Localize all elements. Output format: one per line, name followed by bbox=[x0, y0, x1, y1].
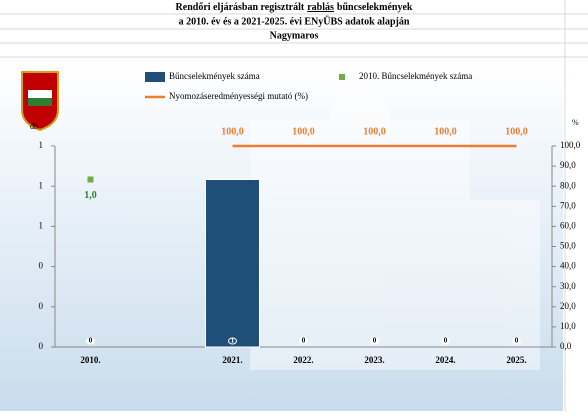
y2-tick-label: 60,0 bbox=[560, 220, 576, 230]
line-label: 100,0 bbox=[292, 126, 315, 137]
y-tick-label: 1 bbox=[39, 140, 44, 150]
y2-tick-label: 20,0 bbox=[560, 301, 576, 311]
bar-label: 0 bbox=[89, 337, 93, 345]
legend-label: Nyomozáseredményességi mutató (%) bbox=[169, 91, 308, 101]
y-tick-label: 0 bbox=[39, 301, 44, 311]
y2-tick-label: 40,0 bbox=[560, 261, 576, 271]
y-tick-label: 0 bbox=[39, 261, 44, 271]
x-tick-label: 2023. bbox=[364, 355, 384, 365]
legend-label: 2010. Bűncselekmények száma bbox=[359, 71, 472, 81]
y-tick-label: 0 bbox=[39, 341, 44, 351]
bar-label: 0 bbox=[302, 337, 306, 345]
point bbox=[88, 177, 94, 183]
title-part: Rendőri eljárásban regisztrált bbox=[176, 2, 305, 13]
title-part: rablás bbox=[307, 2, 334, 13]
bar-label: 0 bbox=[373, 337, 377, 345]
location: Nagymaros bbox=[270, 30, 319, 41]
chart-subtitle: a 2010. év és a 2021-2025. évi ENyÜBS ad… bbox=[179, 14, 410, 27]
legend-swatch bbox=[339, 74, 345, 80]
bar-label: 1 bbox=[231, 337, 235, 345]
y2-tick-label: 30,0 bbox=[560, 281, 576, 291]
legend-swatch bbox=[145, 72, 165, 82]
legend-label: Bűncselekmények száma bbox=[169, 71, 260, 81]
page: Rendőri eljárásban regisztráltrablásbűnc… bbox=[0, 0, 588, 416]
line-label: 100,0 bbox=[434, 126, 457, 137]
y2-tick-label: 0,0 bbox=[560, 341, 572, 351]
x-tick-label: 2024. bbox=[435, 355, 455, 365]
x-tick-label: 2010. bbox=[80, 355, 100, 365]
x-tick-label: 2021. bbox=[222, 355, 242, 365]
line-label: 100,0 bbox=[221, 126, 244, 137]
chart: Rendőri eljárásban regisztráltrablásbűnc… bbox=[0, 0, 588, 411]
y-axis-title: db bbox=[30, 122, 38, 131]
line-label: 100,0 bbox=[363, 126, 386, 137]
y2-tick-label: 90,0 bbox=[560, 160, 576, 170]
y2-tick-label: 10,0 bbox=[560, 321, 576, 331]
y-tick-label: 1 bbox=[39, 180, 44, 190]
x-tick-label: 2025. bbox=[506, 355, 526, 365]
police-logo bbox=[22, 72, 58, 130]
x-tick-label: 2022. bbox=[293, 355, 313, 365]
y2-axis-title: % bbox=[572, 118, 579, 127]
point-label: 1,0 bbox=[84, 190, 97, 201]
bar bbox=[206, 180, 260, 348]
y2-tick-label: 70,0 bbox=[560, 200, 576, 210]
y2-tick-label: 50,0 bbox=[560, 241, 576, 251]
y-tick-label: 1 bbox=[39, 220, 44, 230]
y2-tick-label: 100,0 bbox=[560, 140, 581, 150]
y2-tick-label: 80,0 bbox=[560, 180, 576, 190]
line-label: 100,0 bbox=[505, 126, 528, 137]
title-part: bűncselekmények bbox=[337, 2, 413, 13]
bar-label: 0 bbox=[515, 337, 519, 345]
bar-label: 0 bbox=[444, 337, 448, 345]
